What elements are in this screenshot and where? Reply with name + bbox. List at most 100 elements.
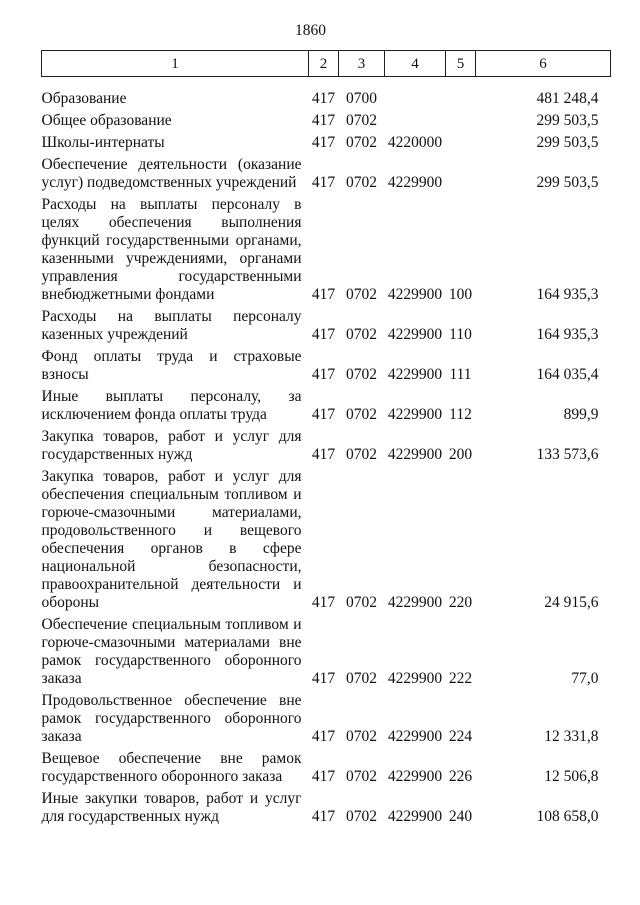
table-header-row: 1 2 3 4 5 6 [41,50,611,77]
cell-chapter-code: 417 [311,286,336,303]
cell-name: Обеспечение деятельности (оказание услуг… [41,156,302,191]
table-row: Школы-интернаты 417 0702 4220000 299 503,5 [42,130,611,152]
cell-chapter-code: 417 [311,728,336,745]
cell-name: Продовольственное обеспечение вне рамок … [41,692,302,745]
cell-chapter-code: 417 [311,134,336,151]
column-header-5: 5 [445,50,476,77]
cell-section-code: 0702 [346,728,377,745]
cell-name: Иные закупки товаров, работ и услуг для … [41,790,302,825]
cell-chapter-code: 417 [311,446,336,463]
table-row: Расходы на выплаты персоналу казенных уч… [42,304,611,344]
cell-section-code: 0702 [346,768,377,785]
cell-expense-type-code [446,130,476,152]
cell-amount: 77,0 [571,670,599,687]
cell-amount: 108 658,0 [536,808,599,825]
cell-chapter-code: 417 [311,594,336,611]
cell-section-code: 0702 [346,594,377,611]
table-row: Иные закупки товаров, работ и услуг для … [42,786,611,826]
cell-chapter-code: 417 [311,406,336,423]
cell-chapter-code: 417 [311,90,336,107]
cell-target-article-code [385,77,446,109]
budget-table: 1 2 3 4 5 6 Образование 417 0700 481 248,4 О… [41,50,611,826]
cell-section-code: 0702 [346,366,377,383]
cell-name: Иные выплаты персоналу, за исключением ф… [41,388,302,423]
column-header-3: 3 [338,50,385,77]
cell-section-code: 0702 [346,112,377,129]
column-header-6: 6 [475,50,611,77]
cell-chapter-code: 417 [311,670,336,687]
cell-chapter-code: 417 [311,326,336,343]
cell-section-code: 0702 [346,446,377,463]
table-row: Закупка товаров, работ и услуг для обесп… [42,464,611,612]
table-row: Фонд оплаты труда и страховые взносы 417 0… [42,344,611,384]
cell-amount: 164 935,3 [536,326,599,343]
cell-name: Общее образование [41,112,172,129]
table-body: Образование 417 0700 481 248,4 Общее образов… [42,77,611,827]
cell-name: Расходы на выплаты персоналу в целях обе… [41,196,302,303]
cell-expense-type-code: 222 [448,670,473,687]
cell-amount: 481 248,4 [536,90,599,107]
cell-expense-type-code: 240 [448,808,473,825]
table-row: Вещевое обеспечение вне рамок государств… [42,746,611,786]
cell-target-article-code: 4229900 [387,446,443,463]
cell-name: Школы-интернаты [41,134,165,151]
cell-amount: 24 915,6 [544,594,599,611]
cell-target-article-code: 4229900 [387,768,443,785]
cell-expense-type-code [446,108,476,130]
table-row: Закупка товаров, работ и услуг для госуд… [42,424,611,464]
cell-target-article-code: 4229900 [387,366,443,383]
cell-expense-type-code: 200 [448,446,473,463]
table-row: Иные выплаты персоналу, за исключением ф… [42,384,611,424]
cell-target-article-code: 4229900 [387,594,443,611]
cell-chapter-code: 417 [311,808,336,825]
table-row: Общее образование 417 0702 299 503,5 [42,108,611,130]
cell-section-code: 0702 [346,670,377,687]
cell-target-article-code: 4229900 [387,174,443,191]
cell-expense-type-code [446,77,476,109]
cell-amount: 299 503,5 [536,174,599,191]
cell-target-article-code: 4229900 [387,808,443,825]
cell-name: Вещевое обеспечение вне рамок государств… [41,750,302,785]
cell-amount: 164 035,4 [536,366,599,383]
page-number: 1860 [295,22,326,39]
column-header-1: 1 [41,50,309,77]
cell-target-article-code: 4229900 [387,670,443,687]
column-header-4: 4 [384,50,446,77]
cell-amount: 12 506,8 [544,768,599,785]
cell-target-article-code: 4229900 [387,406,443,423]
cell-section-code: 0702 [346,174,377,191]
table-row: Обеспечение специальным топливом и горюч… [42,612,611,688]
cell-section-code: 0702 [346,134,377,151]
cell-chapter-code: 417 [311,366,336,383]
cell-section-code: 0702 [346,406,377,423]
cell-target-article-code [385,108,446,130]
cell-expense-type-code [446,152,476,192]
table-row: Расходы на выплаты персоналу в целях обе… [42,192,611,304]
cell-amount: 164 935,3 [536,286,599,303]
cell-chapter-code: 417 [311,112,336,129]
cell-expense-type-code: 226 [448,768,473,785]
cell-name: Закупка товаров, работ и услуг для обесп… [41,468,302,611]
cell-amount: 133 573,6 [536,446,599,463]
cell-expense-type-code: 110 [449,326,472,343]
cell-name: Расходы на выплаты персоналу казенных уч… [41,308,302,343]
cell-expense-type-code: 100 [448,286,473,303]
cell-expense-type-code: 224 [448,728,473,745]
cell-amount: 299 503,5 [536,112,599,129]
cell-name: Закупка товаров, работ и услуг для госуд… [41,428,302,463]
cell-target-article-code: 4220000 [387,134,443,151]
cell-amount: 12 331,8 [544,728,599,745]
cell-section-code: 0700 [346,90,377,107]
cell-name: Образование [41,90,127,107]
cell-expense-type-code: 220 [448,594,473,611]
cell-chapter-code: 417 [311,174,336,191]
cell-expense-type-code: 112 [449,406,472,423]
cell-target-article-code: 4229900 [387,326,443,343]
cell-target-article-code: 4229900 [387,728,443,745]
table-row: Обеспечение деятельности (оказание услуг… [42,152,611,192]
table-row: Продовольственное обеспечение вне рамок … [42,688,611,746]
cell-chapter-code: 417 [311,768,336,785]
cell-section-code: 0702 [346,326,377,343]
cell-section-code: 0702 [346,808,377,825]
document-page: 1860 1 2 3 4 5 6 Образование 417 0700 481 2… [41,23,611,826]
